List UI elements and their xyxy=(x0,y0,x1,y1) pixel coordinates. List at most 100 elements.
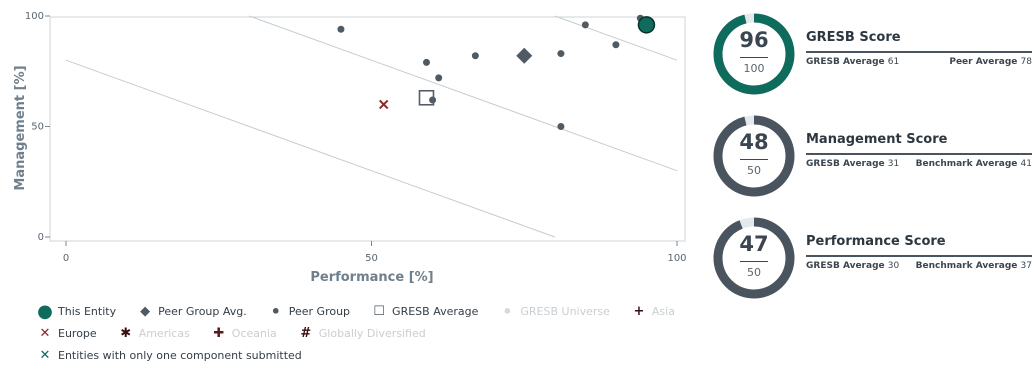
legend-label: GRESB Average xyxy=(392,304,479,318)
legend-symbol-icon: ☐ xyxy=(373,303,385,319)
gresb-average-text: GRESB Average 31 xyxy=(806,159,899,169)
score-underline xyxy=(806,255,1032,257)
score-card: 96 100 GRESB Score GRESB Average 61 Peer Ave… xyxy=(712,12,1036,96)
y-tick-label: 100 xyxy=(25,11,44,22)
peer-group-point xyxy=(429,96,437,104)
score-value: 47 xyxy=(739,232,769,256)
score-title: Performance Score xyxy=(806,234,946,249)
legend-label: Globally Diversified xyxy=(318,326,426,340)
legend-item[interactable]: • GRESB Universe xyxy=(498,302,610,321)
score-underline xyxy=(806,153,1032,155)
gresb-average-value: 61 xyxy=(887,57,900,67)
legend-item[interactable]: ✕ Entities with only one component submit… xyxy=(36,348,302,363)
gresb-average-label: GRESB Average xyxy=(806,57,885,67)
legend-symbol-icon: + xyxy=(633,303,645,319)
score-divider xyxy=(740,261,768,262)
y-axis: 0 50 100 xyxy=(25,11,50,243)
peer-group-point xyxy=(557,123,565,130)
score-max: 50 xyxy=(747,266,761,279)
legend-label: This Entity xyxy=(58,304,117,318)
y-tick-label: 0 xyxy=(38,232,44,243)
legend-symbol-icon: • xyxy=(270,301,281,321)
score-value: 48 xyxy=(739,130,769,154)
reference-line-4 xyxy=(677,0,700,16)
score-underline xyxy=(806,51,1032,53)
legend-item[interactable]: ✕ Europe xyxy=(36,326,97,341)
y-tick-label: 50 xyxy=(31,122,44,133)
peer-average-text: Benchmark Average 41 xyxy=(916,159,1032,169)
legend-item[interactable]: ☐ GRESB Average xyxy=(370,304,478,319)
legend-label: Asia xyxy=(651,304,675,318)
peer-group-point xyxy=(422,58,430,66)
peer-group-avg-point xyxy=(516,47,533,64)
peer-group-point xyxy=(337,25,345,33)
legend-item[interactable]: ● This Entity xyxy=(36,301,116,322)
score-donut xyxy=(713,217,795,299)
reference-lines xyxy=(65,0,700,238)
peer-average-label: Peer Average xyxy=(949,57,1018,67)
score-title: GRESB Score xyxy=(806,30,901,45)
score-card: 48 50 Management Score GRESB Average 31 Benc… xyxy=(712,114,1036,198)
peer-average-text: Benchmark Average 37 xyxy=(916,261,1032,271)
reference-line-1 xyxy=(65,59,555,238)
score-value: 96 xyxy=(739,28,769,52)
scatter-chart: 0 50 100 0 50 100 Performance [%] Management… xyxy=(13,0,700,285)
score-card: 47 50 Performance Score GRESB Average 30 Ben… xyxy=(712,216,1036,300)
legend-symbol-icon: # xyxy=(300,325,312,341)
x-tick-label: 0 xyxy=(63,253,69,264)
peer-average-text: Peer Average 78 xyxy=(949,57,1032,67)
peer-group-point xyxy=(581,21,589,29)
gresb-average-text: GRESB Average 61 xyxy=(806,57,899,67)
gresb-average-value: 30 xyxy=(887,261,900,271)
legend-item[interactable]: + Asia xyxy=(630,304,675,319)
peer-average-label: Benchmark Average xyxy=(915,159,1018,169)
legend-symbol-icon: • xyxy=(502,301,513,321)
legend-label: GRESB Universe xyxy=(520,304,610,318)
gresb-average-label: GRESB Average xyxy=(806,159,885,169)
donut-fill xyxy=(713,13,795,95)
legend-row: ✕ Europe ✱ Americas ✚ Oceania # Globally Divers… xyxy=(36,322,716,344)
peer-group-point xyxy=(435,74,443,82)
x-tick-label: 100 xyxy=(667,253,686,264)
score-divider xyxy=(740,159,768,160)
gresb-average-value: 31 xyxy=(887,159,900,169)
gresb-average-point xyxy=(418,89,435,106)
score-max: 100 xyxy=(743,62,765,75)
plot-area xyxy=(49,16,686,242)
legend-item[interactable]: • Peer Group xyxy=(267,302,350,321)
legend-symbol-icon: ◆ xyxy=(140,303,151,319)
legend-item[interactable]: # Globally Diversified xyxy=(297,325,426,341)
legend-symbol-icon: ✱ xyxy=(120,325,132,341)
europe-point xyxy=(379,99,389,110)
legend-label: Americas xyxy=(138,326,190,340)
legend-symbol-icon: ● xyxy=(37,300,53,322)
x-axis: 0 50 100 xyxy=(63,241,687,264)
peer-average-value: 41 xyxy=(1020,159,1032,169)
peer-group-point xyxy=(557,50,565,58)
score-donut xyxy=(713,115,795,197)
legend-item[interactable]: ◆ Peer Group Avg. xyxy=(136,304,247,319)
x-tick-label: 50 xyxy=(365,253,378,264)
peer-average-value: 37 xyxy=(1020,261,1032,271)
reference-line-2 xyxy=(249,15,678,172)
peer-average-label: Benchmark Average xyxy=(915,261,1018,271)
legend-row: ✕ Entities with only one component submit… xyxy=(36,344,716,366)
donut-fill xyxy=(713,217,795,299)
peer-group-point xyxy=(471,52,479,60)
legend-label: Entities with only one component submitt… xyxy=(58,348,302,362)
score-title: Management Score xyxy=(806,132,948,147)
legend-symbol-icon: ✚ xyxy=(213,325,225,341)
legend-item[interactable]: ✚ Oceania xyxy=(210,325,277,341)
peer-group-point xyxy=(612,41,620,49)
peer-average-value: 78 xyxy=(1020,57,1032,67)
reference-line-3 xyxy=(554,15,678,61)
score-max: 50 xyxy=(747,164,761,177)
legend-item[interactable]: ✱ Americas xyxy=(117,326,190,341)
legend-label: Peer Group Avg. xyxy=(158,304,247,318)
legend-label: Oceania xyxy=(231,326,277,340)
legend-row: ● This Entity ◆ Peer Group Avg. • Peer Group ☐… xyxy=(36,300,716,322)
legend-label: Europe xyxy=(58,326,97,340)
gresb-average-label: GRESB Average xyxy=(806,261,885,271)
legend-symbol-icon: ✕ xyxy=(39,347,51,363)
x-axis-title: Performance [%] xyxy=(310,270,433,285)
